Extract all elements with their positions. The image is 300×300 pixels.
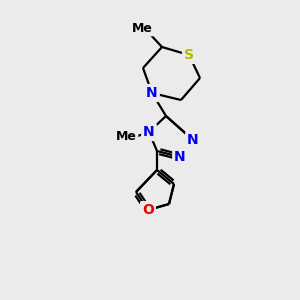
Text: Me: Me [132, 22, 152, 34]
Text: N: N [187, 133, 199, 147]
Text: N: N [146, 86, 158, 100]
Text: N: N [143, 125, 155, 139]
Text: Me: Me [116, 130, 136, 142]
Text: S: S [184, 48, 194, 62]
Text: O: O [142, 203, 154, 217]
Text: N: N [174, 150, 186, 164]
